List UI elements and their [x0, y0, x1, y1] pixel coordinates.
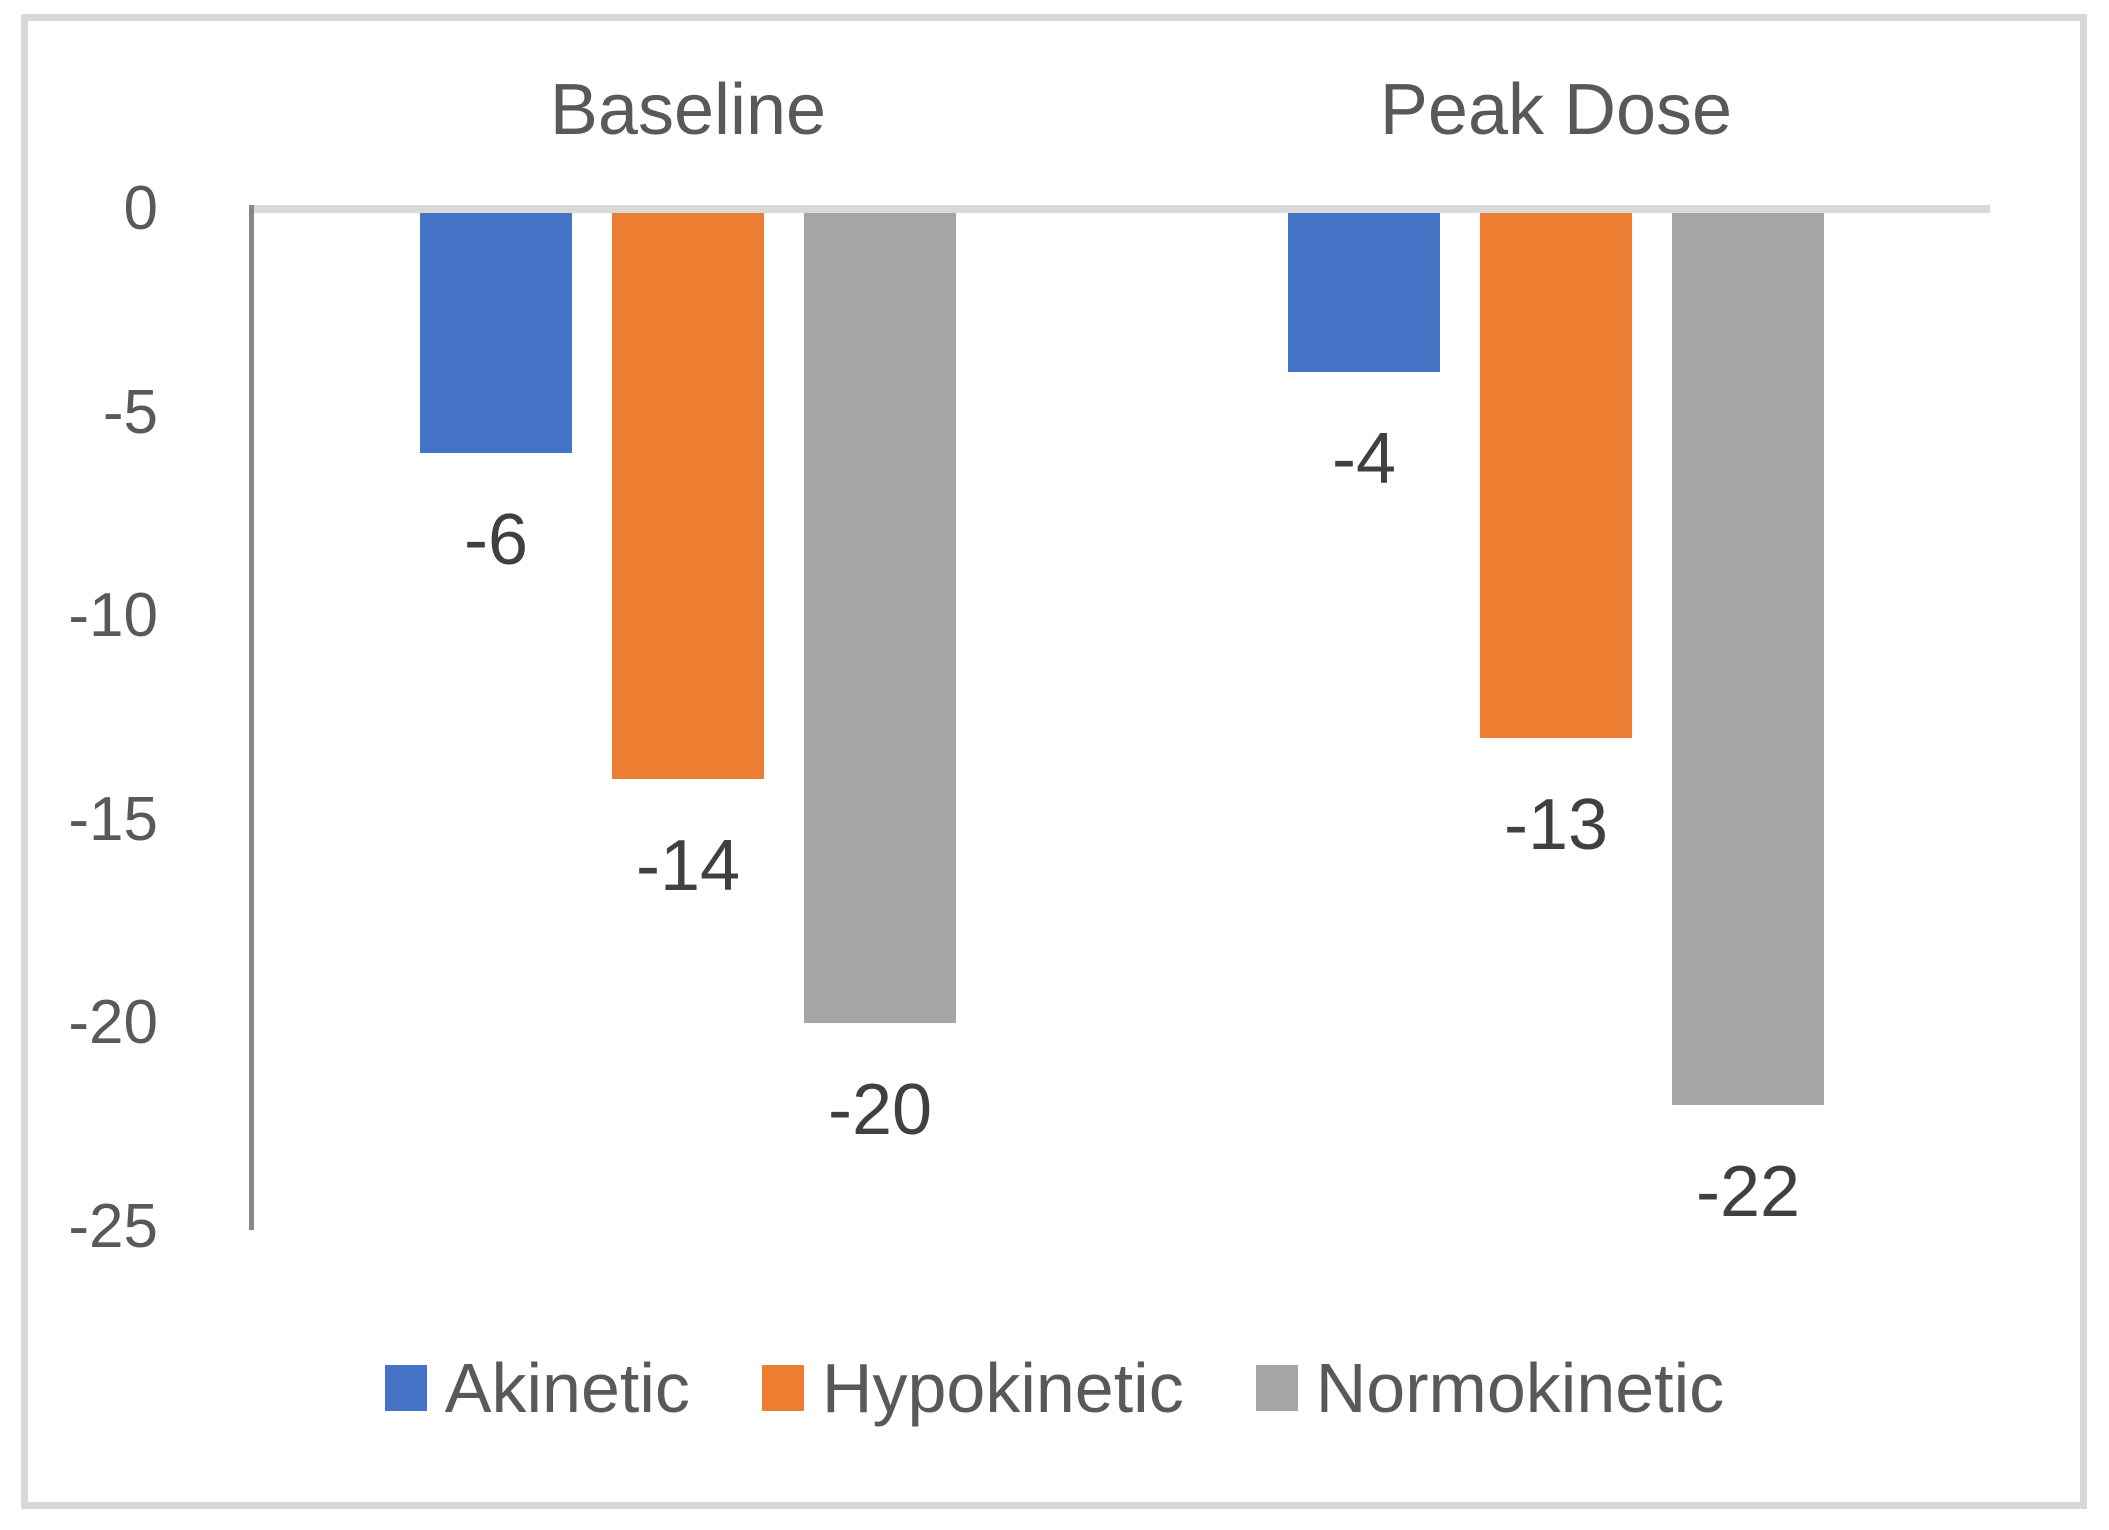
legend-item-akinetic: Akinetic — [384, 1342, 690, 1434]
legend-swatch-icon — [1255, 1365, 1298, 1411]
legend: Akinetic Hypokinetic Normokinetic — [0, 1342, 2109, 1434]
category-label: Baseline — [549, 70, 827, 150]
y-tick-label: -20 — [68, 988, 158, 1057]
legend-swatch-icon — [384, 1365, 427, 1411]
data-label: -13 — [1503, 785, 1609, 865]
data-label: -22 — [1695, 1152, 1801, 1232]
legend-label: Akinetic — [444, 1349, 690, 1427]
y-tick-label: -25 — [68, 1192, 158, 1261]
data-label: -6 — [463, 500, 529, 580]
bar-hypokinetic-1 — [1480, 213, 1632, 738]
y-axis-line — [249, 205, 254, 1230]
bar-hypokinetic-0 — [612, 213, 764, 779]
category-label: Peak Dose — [1379, 70, 1733, 150]
y-tick-label: 0 — [123, 174, 158, 243]
data-label: -20 — [827, 1070, 933, 1150]
bar-akinetic-1 — [1288, 213, 1440, 372]
legend-label: Hypokinetic — [821, 1349, 1184, 1427]
zero-gridline — [254, 205, 1990, 213]
data-label: -14 — [635, 826, 741, 906]
bar-normokinetic-0 — [804, 213, 956, 1023]
legend-item-normokinetic: Normokinetic — [1255, 1342, 1725, 1434]
legend-swatch-icon — [761, 1365, 804, 1411]
legend-label: Normokinetic — [1315, 1349, 1725, 1427]
y-tick-label: -10 — [68, 581, 158, 650]
bar-normokinetic-1 — [1672, 213, 1824, 1105]
bar-akinetic-0 — [420, 213, 572, 453]
y-tick-label: -5 — [102, 378, 158, 447]
data-label: -4 — [1331, 419, 1397, 499]
y-tick-label: -15 — [68, 785, 158, 854]
legend-item-hypokinetic: Hypokinetic — [761, 1342, 1184, 1434]
